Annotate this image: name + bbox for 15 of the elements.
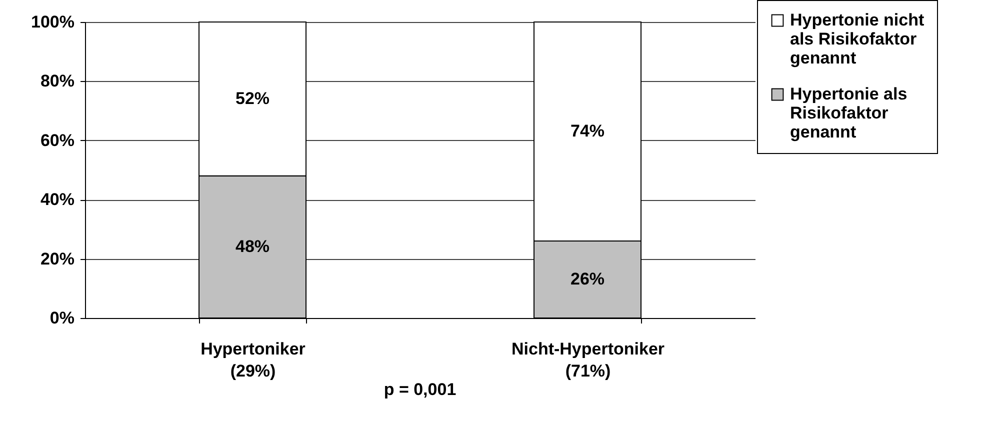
y-tick-label: 80% xyxy=(40,72,74,91)
data-label: 74% xyxy=(570,122,605,141)
y-tick-label: 60% xyxy=(40,130,74,150)
legend-label: Hypertonie nicht als Risikofaktor genannt xyxy=(790,10,924,68)
data-label: 26% xyxy=(570,270,605,289)
data-label: 52% xyxy=(235,88,270,108)
x-tick-label: Hypertoniker (29%) xyxy=(200,340,306,380)
y-tick-label: 100% xyxy=(31,12,74,32)
text: p = 0,001 xyxy=(382,380,458,400)
x-tick-label: Nicht-Hypertoniker (71%) xyxy=(511,340,665,380)
data-label: 48% xyxy=(235,236,270,256)
legend-label: Hypertonie als Risikofaktor genannt xyxy=(790,84,908,142)
y-tick-label: 40% xyxy=(40,190,74,210)
y-tick-label: 20% xyxy=(40,249,74,268)
y-tick-label: 0% xyxy=(50,308,74,328)
